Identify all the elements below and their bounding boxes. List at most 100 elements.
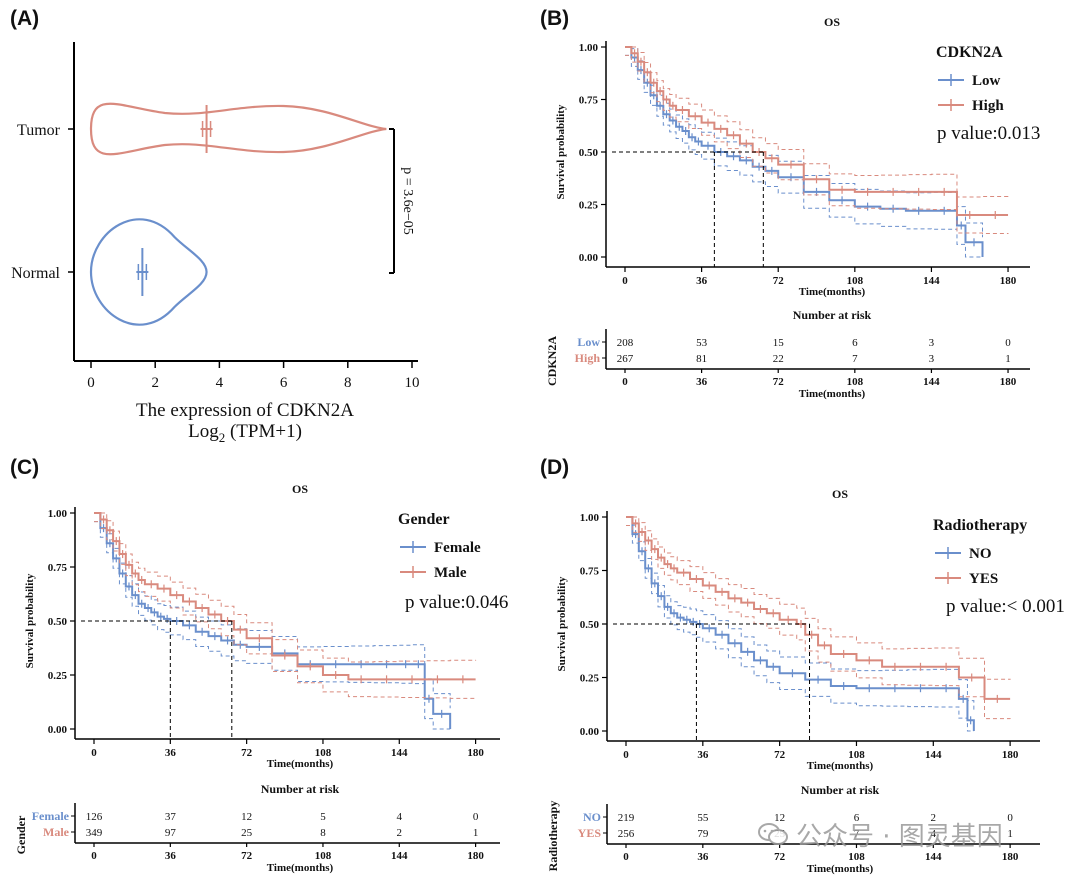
x-tick-label: 108	[847, 275, 864, 287]
risk-count: 7	[854, 828, 860, 840]
risk-count: 0	[1007, 812, 1013, 824]
x-axis-subtitle: Log2 (TPM+1)	[188, 421, 302, 445]
y-axis-title: Survival probability	[24, 573, 36, 668]
ci-lower-yes	[626, 525, 1011, 720]
risk-count: 12	[241, 811, 252, 823]
x-tick-label: 10	[405, 375, 420, 391]
risk-count: 15	[773, 337, 785, 349]
risk-x-tick-label: 144	[925, 851, 942, 863]
risk-x-tick-label: 144	[391, 850, 408, 862]
risk-count: 2	[397, 827, 403, 839]
y-tick-label: 0.25	[580, 673, 600, 685]
y-tick-label: 1.00	[579, 42, 599, 54]
legend-label-no: NO	[969, 546, 992, 562]
risk-x-tick-label: 72	[241, 850, 253, 862]
panel-label-a: (A)	[10, 7, 39, 30]
risk-count: 1	[1005, 353, 1011, 365]
legend-title: Radiotherapy	[933, 517, 1027, 534]
ci-upper-yes	[626, 516, 1011, 680]
risk-table-title: Number at risk	[261, 782, 340, 796]
risk-x-tick-label: 72	[774, 851, 786, 863]
watermark: 公众号 · 图灵基因	[758, 816, 1058, 852]
x-tick-label: 0	[622, 275, 628, 287]
y-tick-label: 0.00	[580, 726, 600, 738]
x-tick-label: 72	[774, 749, 786, 761]
risk-count: 256	[618, 828, 635, 840]
risk-x-tick-label: 0	[623, 851, 629, 863]
y-axis-title: Survival probability	[555, 104, 567, 199]
legend-label-low: Low	[972, 73, 1001, 89]
risk-row-label-yes: YES	[578, 826, 602, 840]
risk-count: 2	[931, 812, 937, 824]
risk-count: 4	[397, 811, 403, 823]
x-axis-title: The expression of CDKN2A	[136, 400, 354, 421]
km-panel-b: (B) OS0.000.250.500.751.000 36 72 108 144 180T…	[540, 7, 1040, 400]
y-tick-label: 1.00	[580, 512, 600, 524]
x-tick-label: 72	[241, 747, 253, 759]
x-axis-title: Time(months)	[807, 760, 874, 772]
ci-lower-low	[625, 54, 983, 258]
risk-count: 6	[852, 337, 858, 349]
x-tick-label: 72	[773, 275, 785, 287]
x-tick-label: 0	[91, 747, 97, 759]
risk-x-tick-label: 144	[923, 376, 940, 388]
pvalue-text: p value:< 0.001	[946, 596, 1065, 617]
risk-x-tick-label: 180	[1002, 851, 1019, 863]
y-tick-label: 0.50	[48, 616, 68, 628]
risk-count: 219	[618, 812, 635, 824]
x-axis-subtitle-rest: (TPM+1)	[225, 421, 302, 442]
risk-count: 79	[697, 828, 709, 840]
risk-count: 3	[929, 337, 935, 349]
legend-label-male: Male	[434, 565, 467, 581]
risk-x-tick-label: 108	[848, 851, 865, 863]
x-tick-label: 0	[623, 749, 629, 761]
x-tick-label: 6	[280, 375, 288, 391]
x-tick-label: 36	[165, 747, 177, 759]
risk-count: 22	[773, 353, 784, 365]
risk-x-tick-label: 180	[1000, 376, 1017, 388]
x-axis-subtitle-sub: 2	[219, 430, 226, 445]
y-tick-label: 0.50	[579, 147, 599, 159]
plot-title: OS	[292, 482, 308, 496]
risk-row-label-no: NO	[583, 810, 601, 824]
risk-count: 4	[931, 828, 937, 840]
risk-count: 3	[929, 353, 935, 365]
legend-label-high: High	[972, 98, 1004, 114]
risk-x-axis-title: Time(months)	[267, 862, 334, 874]
y-axis-title: Survival probability	[556, 576, 568, 671]
x-axis-title: Time(months)	[267, 758, 334, 770]
risk-count: 0	[473, 811, 479, 823]
risk-row-label-female: Female	[32, 809, 70, 823]
ci-lower-male	[94, 521, 477, 699]
risk-count: 0	[1005, 337, 1011, 349]
legend-label-yes: YES	[969, 571, 998, 587]
legend-title: CDKN2A	[936, 44, 1003, 61]
risk-count: 1	[473, 827, 479, 839]
x-tick-label: 108	[848, 749, 865, 761]
risk-count: 1	[1007, 828, 1013, 840]
x-tick-label: 0	[87, 375, 95, 391]
y-tick-label: 0.25	[48, 670, 68, 682]
y-tick-label: 0.75	[579, 95, 599, 107]
risk-count: 126	[86, 811, 103, 823]
risk-count: 8	[320, 827, 326, 839]
x-tick-label: 36	[696, 275, 708, 287]
panel-label-b: (B)	[540, 7, 569, 30]
risk-count: 5	[320, 811, 326, 823]
risk-x-tick-label: 0	[622, 376, 628, 388]
risk-x-tick-label: 36	[697, 851, 709, 863]
risk-x-tick-label: 36	[165, 850, 177, 862]
x-tick-label: 180	[1000, 275, 1017, 287]
y-tick-label: 0.00	[48, 724, 68, 736]
risk-x-tick-label: 108	[847, 376, 864, 388]
x-tick-label: 180	[1002, 749, 1019, 761]
panel-label-d: (D)	[540, 456, 569, 479]
pvalue-text: p value:0.013	[937, 123, 1040, 144]
km-panel-d: (D)OS0.000.250.500.751.000 36 72 108 144 180T…	[540, 456, 1065, 875]
risk-count: 37	[165, 811, 177, 823]
y-tick-label: 0.50	[580, 619, 600, 631]
x-tick-label: 144	[925, 749, 942, 761]
y-tick-label: 0.25	[579, 200, 599, 212]
y-tick-label: Tumor	[17, 122, 61, 139]
